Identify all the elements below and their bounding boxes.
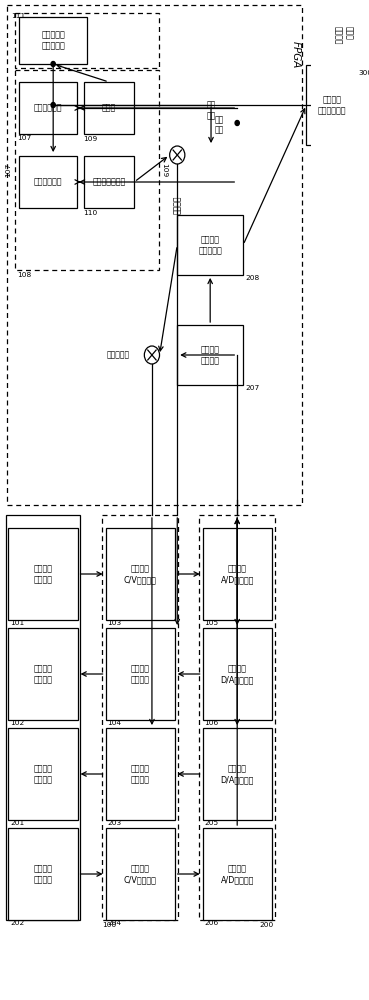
Bar [8,628,77,720]
Text: 驱动模态
A/D转换电路: 驱动模态 A/D转换电路 [221,564,254,584]
Bar [20,82,77,134]
Text: 102: 102 [10,720,24,726]
Text: 202: 202 [10,920,24,926]
Bar [20,17,87,64]
Bar [20,156,77,208]
Text: 100: 100 [102,922,116,928]
Bar [8,528,77,620]
Text: 206: 206 [204,920,218,926]
Text: 107: 107 [17,135,31,141]
Text: 检测模态
检测电极: 检测模态 检测电极 [34,864,52,884]
Text: 驱动信号: 驱动信号 [173,195,182,214]
Bar [6,515,80,920]
Text: 力反馈信号: 力反馈信号 [107,351,130,360]
Text: 111: 111 [11,13,25,19]
Bar [15,13,159,68]
Text: 110: 110 [83,210,98,216]
Circle shape [51,103,55,107]
Text: 107: 107 [5,163,11,177]
Bar [306,65,357,145]
Text: 203: 203 [107,820,121,826]
Circle shape [51,62,55,66]
Text: 205: 205 [204,820,218,826]
Text: 101: 101 [10,620,24,626]
Text: 驱动模态
放大电路: 驱动模态 放大电路 [131,664,149,684]
Text: 锁相环: 锁相环 [102,104,116,112]
Bar [106,728,175,820]
Bar [106,628,175,720]
Text: 109: 109 [161,163,167,177]
Text: 驱动模态
检测电极: 驱动模态 检测电极 [34,564,52,584]
Text: 驱动模态
D/A转换电路: 驱动模态 D/A转换电路 [221,664,254,684]
Bar [106,828,175,920]
Bar [15,70,159,270]
Text: 105: 105 [204,620,218,626]
Text: 108: 108 [17,272,31,278]
Text: 直接数字式
频率合成器: 直接数字式 频率合成器 [41,30,65,51]
Text: 104: 104 [107,720,121,726]
Bar [8,728,77,820]
Text: 检测模态
C/V转换电路: 检测模态 C/V转换电路 [124,864,156,884]
Bar [8,828,77,920]
Text: 驱动模态
C/V转换电路: 驱动模态 C/V转换电路 [124,564,156,584]
Text: 检测模态
放大电路: 检测模态 放大电路 [131,764,149,784]
Bar [106,528,175,620]
Bar [203,528,272,620]
Text: 哥氏信号
解调模块: 哥氏信号 解调模块 [201,345,220,365]
Bar [199,515,275,920]
Bar [203,728,272,820]
Text: 自动增益控制器: 自动增益控制器 [92,178,125,186]
Text: 204: 204 [107,920,121,926]
Text: 驱动
频率: 驱动 频率 [215,115,224,135]
Text: 检测模态
闭环控制器: 检测模态 闭环控制器 [198,235,222,255]
Text: 109: 109 [83,136,98,142]
Text: 幅值解调模块: 幅值解调模块 [34,178,62,186]
Circle shape [235,120,239,125]
Text: 300: 300 [359,70,369,76]
Bar [177,325,243,385]
Circle shape [330,242,334,247]
Text: 驱动模态
驱动电极: 驱动模态 驱动电极 [34,664,52,684]
Bar [203,828,272,920]
Text: FPGA: FPGA [290,41,300,69]
Text: 200: 200 [259,922,273,928]
Text: 标度因数
温度补偿模块: 标度因数 温度补偿模块 [317,95,346,115]
Text: 角速度
输出信号: 角速度 输出信号 [334,26,353,44]
Text: 检测模态
驱动电极: 检测模态 驱动电极 [34,764,52,784]
Bar [83,156,134,208]
Bar [83,82,134,134]
Bar [102,515,178,920]
Text: 检测模态
A/D转换电路: 检测模态 A/D转换电路 [221,864,254,884]
Text: 207: 207 [246,385,260,391]
Text: 208: 208 [246,275,260,281]
Text: 检测模态
D/A转换电路: 检测模态 D/A转换电路 [221,764,254,784]
Bar [203,628,272,720]
Bar [177,215,243,275]
Text: 相位解调模块: 相位解调模块 [34,104,62,112]
Text: 201: 201 [10,820,24,826]
Text: 驱动
频率: 驱动 频率 [206,101,215,120]
Text: 106: 106 [204,720,218,726]
Bar [7,5,302,505]
Text: 103: 103 [107,620,121,626]
